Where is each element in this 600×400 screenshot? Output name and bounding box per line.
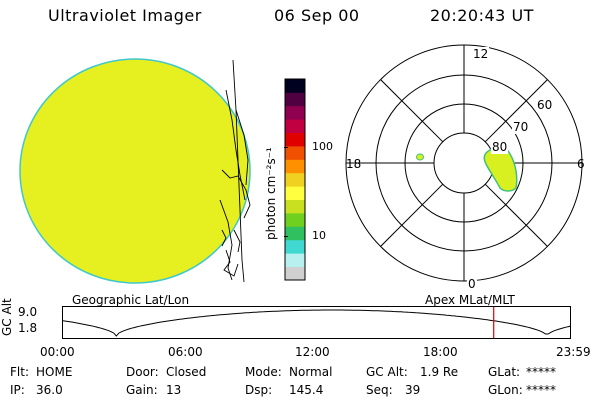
status-glon-value: ***** — [526, 383, 556, 397]
color-bar-cell — [285, 132, 305, 147]
geographic-image — [19, 58, 251, 284]
time-label: 20:20:43 UT — [430, 6, 534, 25]
earth-disc — [19, 58, 251, 284]
color-bar-cell — [285, 239, 305, 254]
color-bar-cell — [285, 266, 305, 281]
status-door-label: Door: — [126, 365, 159, 379]
status-dsp-label: Dsp: — [245, 383, 273, 397]
status-gain-label: Gain: — [126, 383, 158, 397]
status-gcalt-value: 1.9 Re — [420, 365, 459, 379]
altitude-x-tick-1800: 18:00 — [423, 345, 458, 359]
altitude-x-tick-0000: 00:00 — [40, 345, 75, 359]
status-seq-label: Seq: — [366, 383, 393, 397]
altitude-curve — [62, 309, 572, 337]
status-flt-label: Flt: — [10, 365, 29, 379]
color-bar-cell — [285, 172, 305, 187]
altitude-y-tick-1.8: 1.8 — [18, 321, 38, 335]
status-seq-value: 39 — [405, 383, 421, 397]
colorbar-tick-10: 10 — [312, 229, 326, 242]
altitude-axis-title: GC Alt — [0, 298, 14, 336]
color-bar — [284, 78, 306, 281]
status-gain-value: 13 — [166, 383, 182, 397]
color-bar-cell — [285, 119, 305, 133]
status-glat-value: ***** — [526, 365, 556, 379]
apex-coord-label: Apex MLat/MLT — [425, 293, 515, 307]
mlt-label-0: 0 — [467, 277, 477, 291]
status-ip-value: 36.0 — [36, 383, 63, 397]
date-label: 06 Sep 00 — [274, 6, 360, 25]
status-door-value: Closed — [166, 365, 207, 379]
mlat-label-80: 80 — [491, 140, 509, 154]
color-bar-cell — [285, 186, 305, 200]
color-bar-cell — [285, 105, 305, 120]
aurora-region — [483, 145, 518, 192]
status-ip-label: IP: — [10, 383, 25, 397]
color-bar-cell — [285, 213, 305, 227]
color-bar-cell — [285, 92, 305, 107]
color-bar-cell — [285, 79, 305, 93]
meridian-15 — [380, 79, 444, 143]
color-bar-cell — [285, 199, 305, 214]
color-bar-cells — [285, 79, 305, 281]
mlat-label-70: 70 — [512, 120, 530, 134]
meridian-21 — [380, 183, 444, 247]
mlt-label-12: 12 — [472, 47, 490, 61]
colorbar-unit-label: photon cm⁻²s⁻¹ — [264, 147, 278, 240]
color-bar-cell — [285, 226, 305, 241]
status-mode-label: Mode: — [245, 365, 282, 379]
status-dsp-value: 145.4 — [289, 383, 324, 397]
mlt-label-6: 6 — [577, 157, 585, 171]
mlat-label-60: 60 — [536, 98, 554, 112]
mlt-label-18: 18 — [346, 157, 362, 171]
color-bar-cell — [285, 253, 305, 267]
altitude-plot-frame — [62, 306, 571, 339]
geographic-coord-label: Geographic Lat/Lon — [72, 293, 190, 307]
altitude-x-tick-2359: 23:59 — [556, 345, 591, 359]
status-glon-label: GLon: — [488, 383, 523, 397]
colorbar-tick-100: 100 — [312, 140, 333, 153]
status-gcalt-label: GC Alt: — [366, 365, 408, 379]
color-bar-cell — [285, 146, 305, 160]
coastline-overlay — [219, 59, 251, 283]
altitude-plot — [62, 306, 572, 339]
instrument-title: Ultraviolet Imager — [48, 6, 202, 25]
polar-plot — [345, 44, 583, 282]
meridian-3 — [484, 183, 548, 247]
meridian-9 — [484, 79, 548, 143]
altitude-x-tick-1200: 12:00 — [295, 345, 330, 359]
color-bar-cell — [285, 159, 305, 174]
altitude-x-tick-0600: 06:00 — [168, 345, 203, 359]
status-flt-value: HOME — [36, 365, 73, 379]
status-glat-label: GLat: — [488, 365, 521, 379]
altitude-y-tick-9: 9.0 — [18, 305, 38, 319]
status-mode-value: Normal — [289, 365, 333, 379]
aurora-spot — [416, 153, 424, 161]
